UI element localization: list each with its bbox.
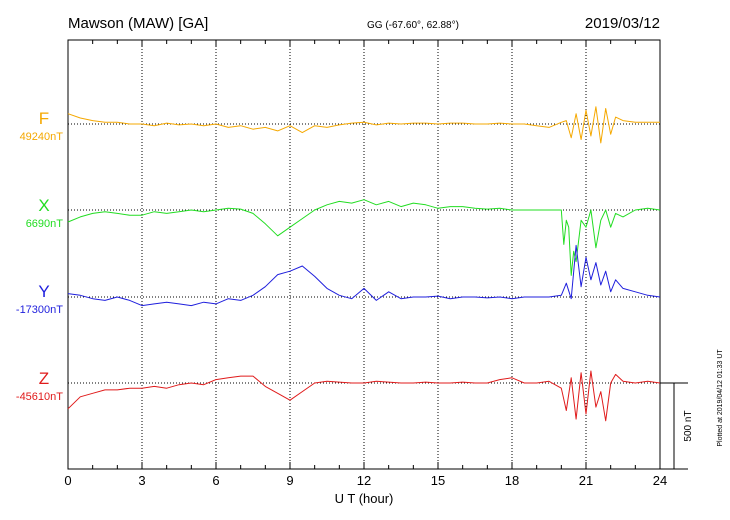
geo-coords: GG (-67.60°, 62.88°) — [367, 20, 459, 31]
x-tick-label: 6 — [212, 473, 219, 488]
series-line-y — [67, 244, 661, 307]
x-tick-label: 3 — [138, 473, 145, 488]
plotted-timestamp: Plotted at 2019/04/12 01:33 UT — [717, 349, 724, 447]
series-baseline-f: 49240nT — [20, 131, 64, 143]
x-tick-label: 9 — [286, 473, 293, 488]
station-title: Mawson (MAW) [GA] — [68, 15, 208, 32]
scale-bar: 500 nT — [660, 382, 694, 470]
series-name-x: X — [38, 196, 49, 215]
series-layer — [67, 106, 661, 422]
scale-bar-label: 500 nT — [683, 410, 694, 441]
x-axis-label: U T (hour) — [335, 491, 394, 506]
date-label: 2019/03/12 — [585, 15, 660, 32]
x-tick-label: 24 — [653, 473, 667, 488]
series-name-z: Z — [39, 369, 49, 388]
series-line-z — [67, 370, 661, 422]
grid-lines — [141, 40, 587, 469]
x-axis-ticks: 0 3 6 9 12 15 18 21 24 — [64, 40, 667, 488]
series-baseline-z: -45610nT — [16, 391, 63, 403]
series-labels: F 49240nT X 6690nT Y -17300nT Z -45610nT — [16, 109, 63, 403]
x-tick-label: 21 — [579, 473, 593, 488]
series-line-f — [67, 106, 660, 144]
series-name-y: Y — [38, 282, 49, 301]
x-tick-label: 15 — [431, 473, 445, 488]
x-tick-label: 18 — [505, 473, 519, 488]
series-line-x — [67, 199, 661, 276]
series-baseline-x: 6690nT — [26, 218, 64, 230]
x-tick-label: 12 — [357, 473, 371, 488]
series-baseline-y: -17300nT — [16, 304, 63, 316]
x-tick-label: 0 — [64, 473, 71, 488]
series-name-f: F — [39, 109, 49, 128]
plot-frame — [67, 39, 661, 470]
